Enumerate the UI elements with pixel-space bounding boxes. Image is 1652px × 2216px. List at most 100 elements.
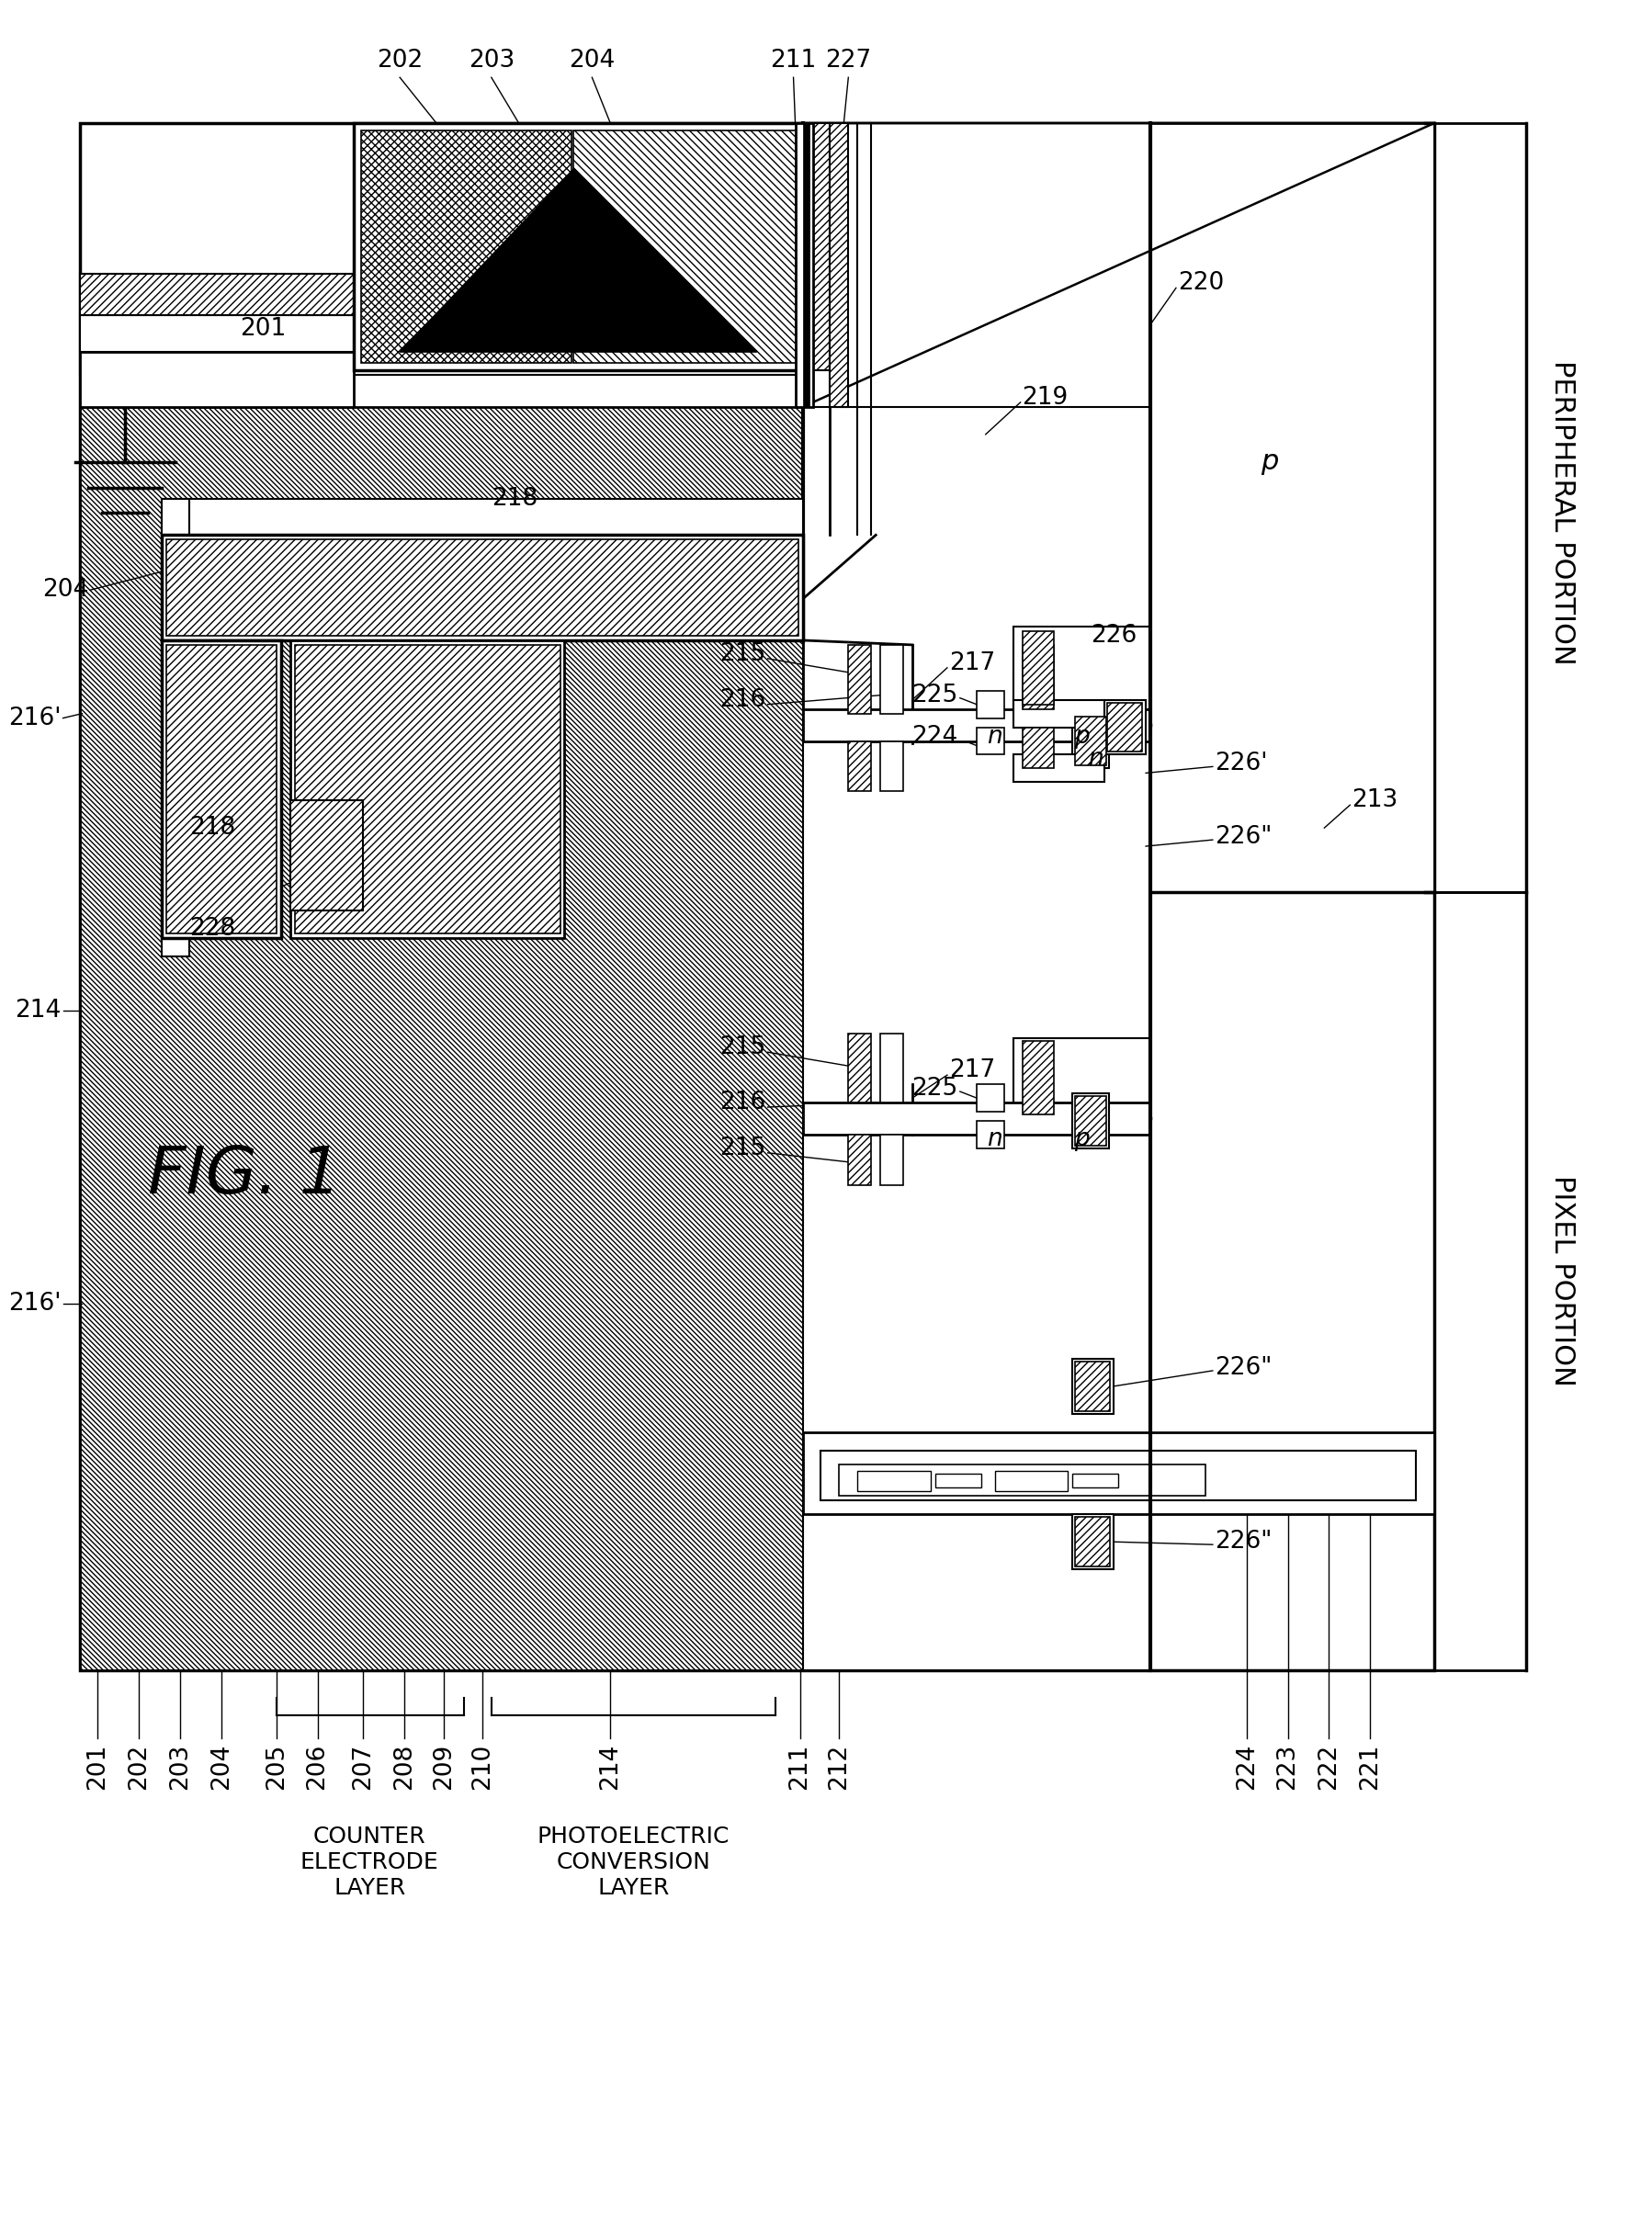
- Text: 202: 202: [377, 49, 423, 73]
- Polygon shape: [803, 124, 1434, 893]
- Bar: [1023, 632, 1054, 705]
- Text: 202: 202: [127, 1744, 150, 1788]
- Bar: [976, 691, 1004, 718]
- Text: 216: 216: [720, 687, 767, 711]
- Text: n: n: [988, 725, 1003, 749]
- Text: 209: 209: [431, 1744, 456, 1788]
- Bar: [1023, 645, 1054, 709]
- Bar: [857, 1471, 930, 1491]
- Text: 212: 212: [828, 1744, 851, 1788]
- Text: 201: 201: [240, 317, 286, 341]
- Bar: [362, 131, 572, 363]
- Text: 213: 213: [1351, 789, 1398, 813]
- Text: 204: 204: [210, 1744, 233, 1788]
- Bar: [1075, 1361, 1110, 1412]
- Text: PERIPHERAL PORTION: PERIPHERAL PORTION: [1550, 359, 1576, 665]
- Bar: [1072, 1358, 1113, 1414]
- Bar: [79, 275, 803, 315]
- Bar: [294, 645, 560, 933]
- Bar: [1072, 1474, 1118, 1487]
- Text: 216': 216': [8, 1292, 61, 1316]
- Text: 215: 215: [720, 643, 767, 667]
- Text: 204: 204: [568, 49, 615, 73]
- Bar: [79, 352, 354, 408]
- Text: n: n: [1087, 747, 1104, 771]
- Text: 206: 206: [306, 1744, 329, 1788]
- Text: 201: 201: [86, 1744, 109, 1788]
- Text: 222: 222: [1317, 1744, 1341, 1788]
- Bar: [1013, 700, 1105, 727]
- Polygon shape: [400, 168, 757, 352]
- Bar: [881, 1035, 904, 1104]
- Text: p: p: [1074, 1128, 1089, 1150]
- Bar: [1072, 1092, 1108, 1148]
- Bar: [1013, 645, 1150, 676]
- Bar: [1072, 714, 1108, 769]
- Text: PIXEL PORTION: PIXEL PORTION: [1550, 1174, 1576, 1387]
- Text: 205: 205: [264, 1744, 287, 1788]
- Bar: [1013, 756, 1105, 782]
- Bar: [167, 645, 276, 933]
- Text: 221: 221: [1358, 1744, 1383, 1788]
- Text: 210: 210: [471, 1744, 494, 1788]
- Bar: [795, 124, 813, 408]
- Text: 225: 225: [912, 683, 958, 707]
- Text: 215: 215: [720, 1137, 767, 1161]
- Bar: [881, 1135, 904, 1186]
- Text: 218: 218: [491, 488, 537, 510]
- Text: 204: 204: [43, 578, 89, 603]
- Text: 203: 203: [468, 49, 514, 73]
- Bar: [849, 1135, 871, 1186]
- Text: 225: 225: [912, 1077, 958, 1101]
- Bar: [291, 800, 363, 911]
- Bar: [976, 727, 1004, 756]
- Bar: [935, 1474, 981, 1487]
- Bar: [1107, 702, 1142, 751]
- Bar: [839, 1465, 1206, 1496]
- Text: 226": 226": [1214, 824, 1272, 849]
- Bar: [162, 499, 190, 955]
- Bar: [1150, 124, 1434, 893]
- Text: 219: 219: [1023, 386, 1069, 410]
- Text: 218: 218: [190, 815, 236, 840]
- Bar: [881, 645, 904, 714]
- Text: 223: 223: [1275, 1744, 1300, 1788]
- Text: PHOTOELECTRIC
CONVERSION
LAYER: PHOTOELECTRIC CONVERSION LAYER: [537, 1826, 730, 1899]
- Bar: [849, 645, 871, 714]
- Bar: [821, 1449, 1416, 1500]
- Bar: [573, 131, 795, 363]
- Text: 203: 203: [169, 1744, 192, 1788]
- Text: 226": 226": [1214, 1529, 1272, 1553]
- Bar: [79, 124, 1434, 1671]
- Bar: [1023, 727, 1054, 769]
- Text: 208: 208: [393, 1744, 416, 1788]
- Bar: [1013, 1039, 1150, 1121]
- Bar: [803, 1432, 1434, 1514]
- Bar: [79, 352, 803, 375]
- Bar: [79, 315, 803, 352]
- Text: FIG. 1: FIG. 1: [149, 1143, 342, 1208]
- Text: p: p: [1260, 448, 1279, 474]
- Text: 217: 217: [948, 1059, 995, 1081]
- Text: 217: 217: [948, 652, 995, 676]
- Bar: [1023, 1042, 1054, 1115]
- Bar: [79, 408, 803, 1671]
- Bar: [1013, 676, 1150, 709]
- Bar: [829, 124, 838, 370]
- Text: 214: 214: [598, 1744, 623, 1788]
- Text: 226': 226': [1214, 751, 1267, 776]
- Text: 220: 220: [1178, 270, 1224, 295]
- Bar: [1075, 1097, 1107, 1146]
- Bar: [976, 1121, 1004, 1148]
- Text: 215: 215: [720, 1035, 767, 1059]
- Bar: [849, 740, 871, 791]
- Text: 224: 224: [1234, 1744, 1259, 1788]
- Bar: [291, 640, 565, 937]
- Bar: [803, 709, 1150, 740]
- Text: COUNTER
ELECTRODE
LAYER: COUNTER ELECTRODE LAYER: [301, 1826, 439, 1899]
- Text: 226: 226: [1090, 623, 1137, 647]
- Text: 227: 227: [826, 49, 872, 73]
- Bar: [829, 124, 849, 408]
- Bar: [162, 640, 281, 937]
- Text: 211: 211: [770, 49, 816, 73]
